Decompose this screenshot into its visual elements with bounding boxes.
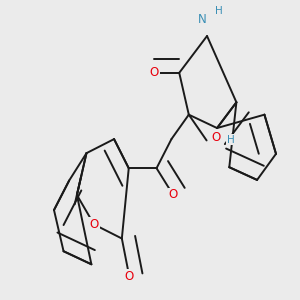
Text: H: H [214, 6, 222, 16]
Text: N: N [198, 13, 207, 26]
Text: H: H [227, 134, 235, 145]
Text: O: O [169, 188, 178, 202]
Text: O: O [124, 269, 134, 283]
Text: O: O [89, 218, 99, 231]
Text: O: O [212, 131, 221, 144]
Text: O: O [150, 66, 159, 79]
